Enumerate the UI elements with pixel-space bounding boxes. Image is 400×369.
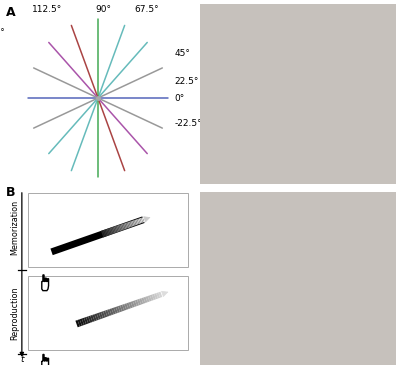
Text: 112.5°: 112.5° (32, 5, 62, 14)
Text: 0°: 0° (174, 93, 185, 103)
FancyBboxPatch shape (28, 276, 188, 350)
Text: Memorization: Memorization (10, 200, 19, 255)
Text: 45°: 45° (174, 49, 190, 58)
Text: Reproduction: Reproduction (10, 286, 19, 339)
Text: A: A (6, 6, 16, 19)
Text: B: B (6, 186, 15, 199)
Text: 135°: 135° (0, 28, 6, 37)
FancyBboxPatch shape (28, 193, 188, 267)
Text: -22.5°: -22.5° (174, 120, 202, 128)
Text: 90°: 90° (96, 5, 112, 14)
Text: t: t (20, 355, 24, 363)
Text: 22.5°: 22.5° (174, 77, 199, 86)
Text: 67.5°: 67.5° (134, 5, 159, 14)
